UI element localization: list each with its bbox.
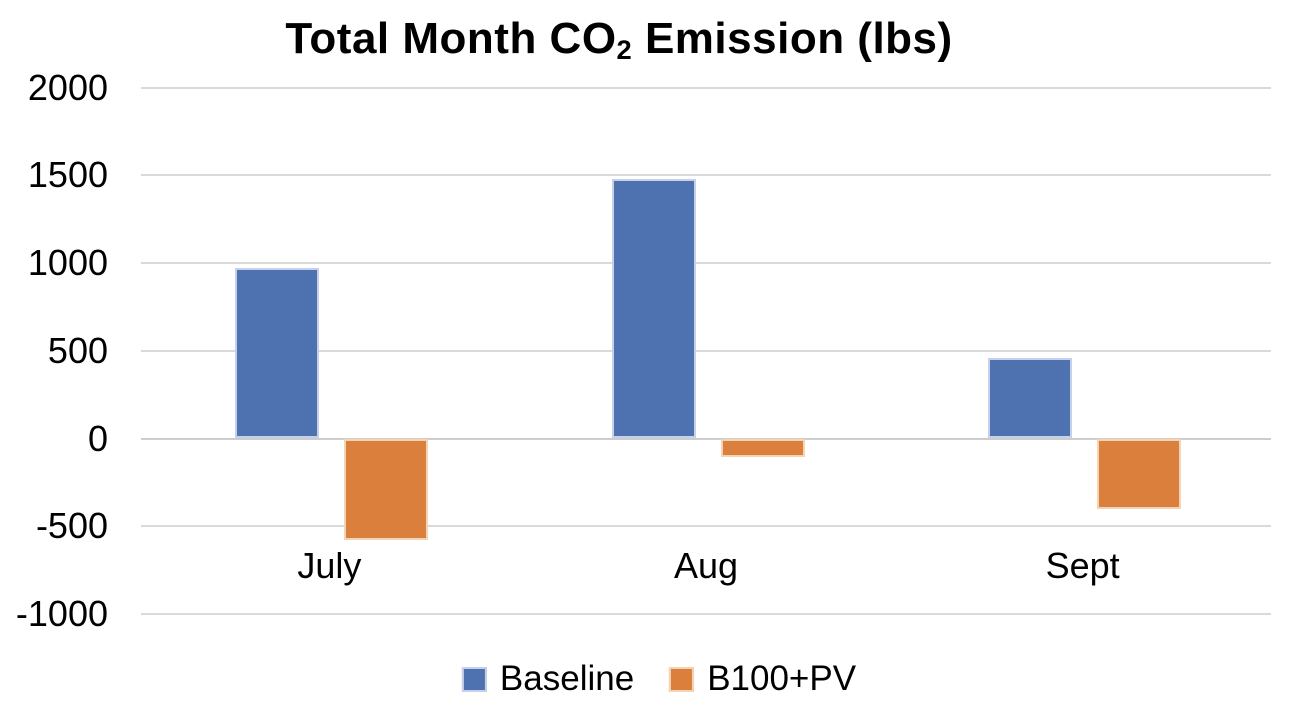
legend: Baseline B100+PV <box>461 657 856 701</box>
y-axis-tick-label: 0 <box>87 417 108 459</box>
gridline <box>141 349 1271 352</box>
legend-label: Baseline <box>499 659 635 698</box>
chart-title-text: Total Month CO <box>285 14 617 63</box>
legend-label: B100+PV <box>707 659 857 698</box>
y-axis-tick-label: 1500 <box>27 154 108 196</box>
gridline <box>141 174 1271 177</box>
legend-swatch-icon <box>669 666 695 692</box>
x-axis-label-sept: Sept <box>1045 545 1120 586</box>
zero-gridline <box>141 437 1271 440</box>
bar-b100-pv-aug <box>720 438 805 457</box>
gridline <box>141 613 1271 615</box>
y-axis-tick-label: -1000 <box>15 593 108 634</box>
y-axis-tick-label: 1000 <box>27 242 108 283</box>
bar-baseline-aug <box>611 178 696 439</box>
gridline <box>141 525 1271 528</box>
legend-item-b100-pv: B100+PV <box>669 657 856 701</box>
bar-baseline-sept <box>988 357 1073 439</box>
x-axis-label-aug: Aug <box>673 545 739 586</box>
chart-title-subscript: 2 <box>616 34 633 65</box>
gridline <box>141 86 1271 89</box>
y-axis-tick-label: 2000 <box>27 66 108 108</box>
bar-b100-pv-sept <box>1097 438 1182 509</box>
gridline <box>141 262 1271 264</box>
bar-baseline-july <box>235 268 319 439</box>
x-axis-label-july: July <box>297 545 362 586</box>
bar-b100-pv-july <box>344 438 428 541</box>
chart-title-suffix: Emission (lbs) <box>632 14 953 63</box>
legend-item-baseline: Baseline <box>461 657 635 701</box>
chart-title: Total Month CO2 Emission (lbs) <box>285 14 953 65</box>
y-axis-tick-label: 500 <box>47 329 108 371</box>
legend-swatch-icon <box>461 666 487 692</box>
y-axis-tick-label: -500 <box>35 505 108 547</box>
